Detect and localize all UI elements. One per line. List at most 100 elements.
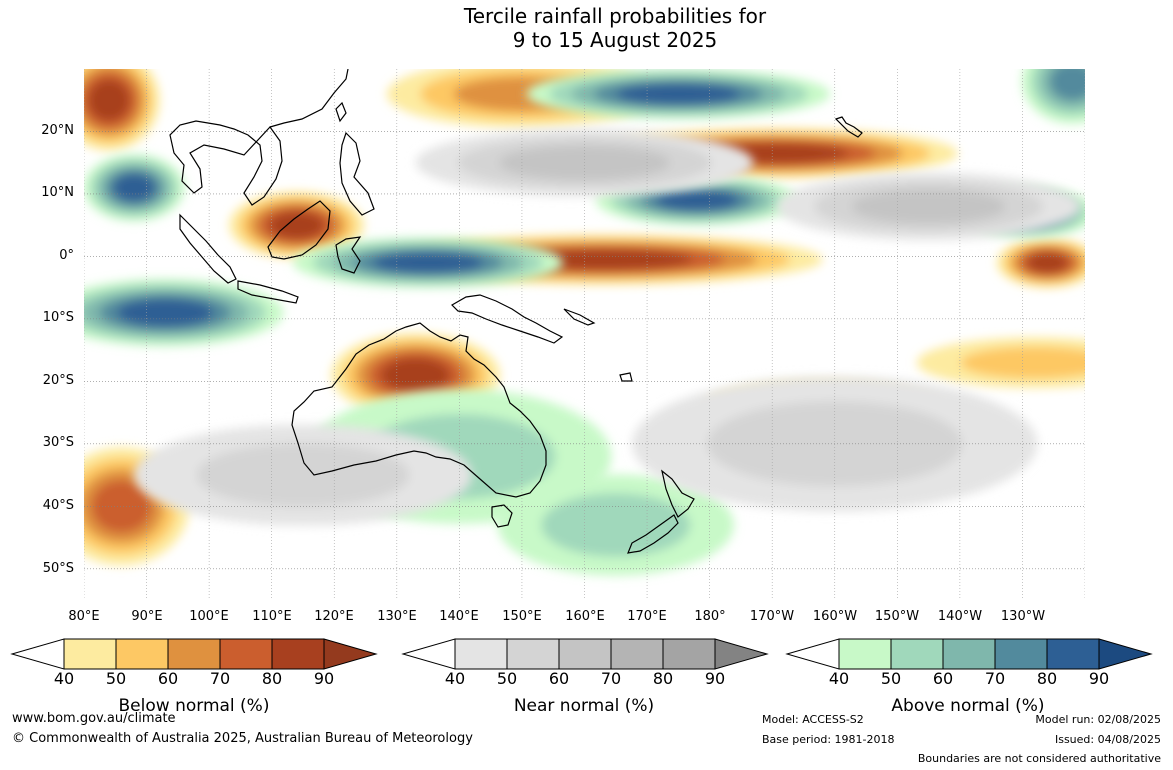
map-title-line2: 9 to 15 August 2025 <box>512 28 718 52</box>
region-below-band-3 <box>91 480 152 533</box>
cbar-below-tick-60: 60 <box>157 669 179 688</box>
lat-label-10s: 10°S <box>42 310 74 325</box>
lon-label-80e: 80°E <box>68 609 100 624</box>
region-below-band-4 <box>381 357 450 393</box>
lat-label-30s: 30°S <box>42 435 74 450</box>
footer-website-link[interactable]: www.bom.gov.au/climate <box>12 711 176 726</box>
indochina-coastline <box>169 120 283 206</box>
cbar-above-tick-40: 40 <box>828 669 850 688</box>
sumatra-coastline <box>179 213 237 284</box>
region-below-0 <box>84 69 160 151</box>
lon-label-160e: 160°E <box>565 609 605 624</box>
tasmania-coastline <box>491 504 513 528</box>
lon-label-150w: 150°W <box>874 609 920 624</box>
sulawesi-coastline <box>335 236 362 274</box>
cbar-above-tick-60: 60 <box>932 669 954 688</box>
cbar-below-high-arrow <box>323 638 378 670</box>
region-above-band-4 <box>655 189 739 211</box>
lat-label-equator: 0° <box>59 248 74 263</box>
cbar-above-tick-70: 70 <box>984 669 1006 688</box>
taiwan-coastline <box>335 101 347 123</box>
lon-label-170w: 170°W <box>749 609 795 624</box>
cbar-above-swatch-60 <box>942 638 996 670</box>
cbar-near-tick-40: 40 <box>444 669 466 688</box>
cbar-above-tick-50: 50 <box>880 669 902 688</box>
region-above-band-4 <box>616 83 741 105</box>
cbar-above-swatch-40 <box>838 638 892 670</box>
cbar-below-tick-70: 70 <box>209 669 231 688</box>
graticule <box>84 69 1085 600</box>
lon-label-170e: 170°E <box>627 609 667 624</box>
region-above-12 <box>84 153 185 222</box>
lon-label-140e: 140°E <box>439 609 479 624</box>
cbar-near-swatch-70 <box>610 638 664 670</box>
cbar-below-swatch-70 <box>219 638 273 670</box>
cbar-near-tick-80: 80 <box>652 669 674 688</box>
footer-disclaimer: Boundaries are not considered authoritat… <box>917 752 1161 765</box>
colorbar-near-normal <box>401 638 769 670</box>
new-zealand-south-coastline <box>627 514 679 554</box>
region-below-band-1 <box>960 346 1085 379</box>
new-zealand-north-coastline <box>661 469 695 518</box>
colorbar-below-normal <box>10 638 378 670</box>
region-above-13 <box>526 69 831 120</box>
colorbar-title-above: Above normal (%) <box>891 696 1045 716</box>
cbar-above-swatch-70 <box>994 638 1048 670</box>
region-above-band-3 <box>1049 69 1085 101</box>
region-above-10 <box>84 278 284 347</box>
fiji-coastline <box>619 372 633 382</box>
new-guinea-coastline <box>451 294 564 344</box>
lon-label-90e: 90°E <box>131 609 163 624</box>
colorbar-title-below: Below normal (%) <box>118 696 270 716</box>
region-below-band-4 <box>88 79 130 121</box>
cbar-near-swatch-60 <box>558 638 612 670</box>
cbar-near-high-arrow <box>714 638 769 670</box>
lat-label-10n: 10°N <box>41 185 74 200</box>
colorbar-above-normal <box>785 638 1153 670</box>
region-below-band-4 <box>1026 252 1069 273</box>
map-title-line1: Tercile rainfall probabilities for <box>463 4 767 28</box>
hawaii-coastline <box>834 116 863 138</box>
lon-label-120e: 120°E <box>314 609 354 624</box>
footer-copyright: © Commonwealth of Australia 2025, Austra… <box>12 731 473 746</box>
cbar-near-tick-70: 70 <box>600 669 622 688</box>
lat-label-20n: 20°N <box>41 123 74 138</box>
footer-issued: Issued: 04/08/2025 <box>1054 733 1161 746</box>
region-near-22 <box>134 424 472 526</box>
footer-model: Model: ACCESS-S2 <box>762 713 864 726</box>
probability-map <box>84 69 1085 600</box>
lat-label-40s: 40°S <box>42 498 74 513</box>
cbar-below-swatch-60 <box>167 638 221 670</box>
lon-label-130e: 130°E <box>377 609 417 624</box>
cbar-above-swatch-80 <box>1046 638 1100 670</box>
region-above-band-4 <box>113 173 155 202</box>
cbar-below-swatch-40 <box>63 638 117 670</box>
region-above-11 <box>292 237 564 288</box>
region-near-20 <box>776 172 1081 241</box>
lon-label-160w: 160°W <box>812 609 858 624</box>
region-near-band-1 <box>196 443 410 507</box>
australia-coastline <box>291 322 547 498</box>
lon-label-150e: 150°E <box>502 609 542 624</box>
cbar-below-low-arrow <box>10 638 65 670</box>
cbar-above-swatch-50 <box>890 638 944 670</box>
cbar-near-swatch-80 <box>662 638 716 670</box>
cbar-near-swatch-40 <box>454 638 508 670</box>
cbar-below-tick-90: 90 <box>313 669 335 688</box>
region-near-band-2 <box>851 189 1006 224</box>
cbar-near-tick-60: 60 <box>548 669 570 688</box>
region-above-band-4 <box>117 298 214 327</box>
cbar-above-low-arrow <box>785 638 840 670</box>
cbar-above-tick-90: 90 <box>1088 669 1110 688</box>
solomon-islands-coastline <box>563 308 596 326</box>
region-below-6 <box>996 237 1085 288</box>
region-above-16 <box>1021 69 1085 124</box>
region-above-band-4 <box>373 252 484 273</box>
lon-label-130w: 130°W <box>1000 609 1046 624</box>
lat-label-20s: 20°S <box>42 373 74 388</box>
lon-label-110e: 110°E <box>252 609 292 624</box>
region-below-band-4 <box>269 211 325 239</box>
footer-model-run: Model run: 02/08/2025 <box>1035 713 1161 726</box>
china-coastline <box>269 69 349 128</box>
cbar-below-tick-50: 50 <box>105 669 127 688</box>
